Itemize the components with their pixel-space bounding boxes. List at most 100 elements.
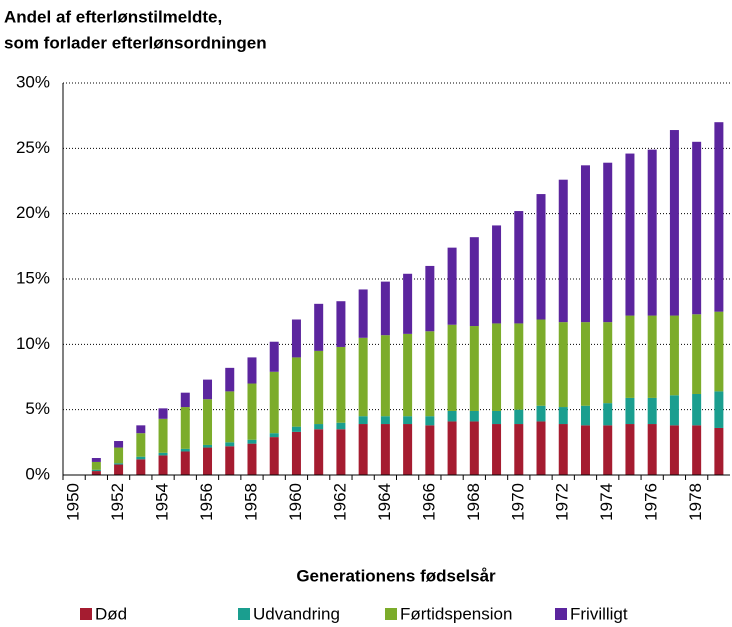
- bar-segment: [114, 464, 124, 475]
- bar-segment: [669, 130, 679, 316]
- bar-segment: [647, 315, 657, 398]
- bar-segment: [380, 335, 390, 417]
- bar-segment: [536, 319, 546, 406]
- bar-segment: [247, 357, 257, 384]
- y-tick-label: 30%: [16, 72, 50, 91]
- legend-label: Død: [95, 604, 127, 623]
- bar-segment: [603, 322, 613, 404]
- bar-segment: [203, 399, 213, 445]
- bar-segment: [558, 407, 568, 425]
- bar-segment: [203, 447, 213, 475]
- y-tick-label: 10%: [16, 334, 50, 353]
- bar-segment: [603, 162, 613, 323]
- bar-segment: [314, 350, 324, 425]
- bar-segment: [247, 443, 257, 475]
- bar-segment: [203, 379, 213, 400]
- bar-segment: [136, 459, 146, 475]
- bar-segment: [714, 391, 724, 428]
- bar-segment: [447, 410, 457, 422]
- bar-segment: [291, 426, 301, 432]
- x-tick-label: 1950: [64, 483, 83, 521]
- bar-segment: [336, 346, 346, 423]
- bar-segment: [225, 442, 235, 447]
- x-tick-label: 1956: [197, 483, 216, 521]
- bar-segment: [403, 273, 413, 334]
- bar-segment: [625, 397, 635, 425]
- bar-segment: [469, 421, 479, 475]
- bar-segment: [536, 405, 546, 422]
- bar-segment: [203, 444, 213, 448]
- bar-segment: [714, 122, 724, 312]
- bar-segment: [158, 455, 168, 475]
- legend-label: Frivilligt: [570, 604, 628, 623]
- bar-segment: [425, 425, 435, 475]
- bar-segment: [225, 446, 235, 475]
- bar-segment: [580, 322, 590, 406]
- x-tick-label: 1960: [286, 483, 305, 521]
- x-tick-label: 1958: [241, 483, 260, 521]
- bar-segment: [558, 322, 568, 408]
- bar-segment: [291, 431, 301, 475]
- legend-swatch: [385, 608, 397, 620]
- bar-segment: [91, 469, 101, 472]
- bar-segment: [247, 439, 257, 444]
- bar-segment: [114, 463, 124, 465]
- bar-segment: [447, 247, 457, 325]
- bar-segment: [514, 211, 524, 324]
- bar-segment: [647, 397, 657, 425]
- bar-segment: [469, 326, 479, 411]
- bar-segment: [136, 456, 146, 460]
- bar-segment: [558, 424, 568, 475]
- bar-segment: [136, 425, 146, 434]
- bar-segment: [291, 319, 301, 358]
- bar-segment: [425, 416, 435, 426]
- y-tick-label: 5%: [25, 399, 50, 418]
- bar-segment: [136, 433, 146, 457]
- bar-segment: [225, 367, 235, 392]
- bar-segment: [180, 451, 190, 475]
- y-tick-label: 15%: [16, 268, 50, 287]
- bar-segment: [314, 303, 324, 351]
- bar-segment: [669, 425, 679, 475]
- bar-segment: [180, 407, 190, 449]
- bar-segment: [114, 441, 124, 448]
- bar-segment: [269, 341, 279, 372]
- bar-segment: [669, 315, 679, 396]
- bar-segment: [114, 447, 124, 464]
- bar-segment: [514, 409, 524, 425]
- bar-segment: [403, 424, 413, 475]
- bar-segment: [180, 448, 190, 452]
- bar-segment: [358, 424, 368, 475]
- bar-segment: [247, 383, 257, 440]
- bar-segment: [336, 422, 346, 430]
- chart-title: Andel af efterlønstilmeldte,: [4, 7, 222, 26]
- bar-segment: [314, 429, 324, 475]
- bar-segment: [380, 424, 390, 475]
- bar-segment: [314, 424, 324, 430]
- bar-segment: [158, 418, 168, 453]
- bar-segment: [91, 471, 101, 475]
- bar-segment: [603, 425, 613, 475]
- x-tick-label: 1954: [153, 483, 172, 521]
- bar-segment: [603, 403, 613, 426]
- bar-segment: [492, 323, 502, 411]
- bar-segment: [447, 324, 457, 411]
- bar-segment: [447, 421, 457, 475]
- bar-segment: [625, 153, 635, 316]
- x-tick-label: 1968: [464, 483, 483, 521]
- legend-label: Førtidspension: [400, 604, 512, 623]
- bar-segment: [358, 337, 368, 417]
- bar-segment: [492, 410, 502, 425]
- bar-segment: [336, 301, 346, 347]
- bar-segment: [269, 437, 279, 475]
- chart-title: som forlader efterlønsordningen: [4, 33, 267, 52]
- bar-segment: [180, 392, 190, 408]
- bar-segment: [514, 424, 524, 475]
- bar-segment: [692, 393, 702, 426]
- bar-segment: [269, 433, 279, 438]
- legend-swatch: [555, 608, 567, 620]
- bar-segment: [492, 225, 502, 324]
- bar-segment: [403, 333, 413, 417]
- bar-segment: [91, 461, 101, 470]
